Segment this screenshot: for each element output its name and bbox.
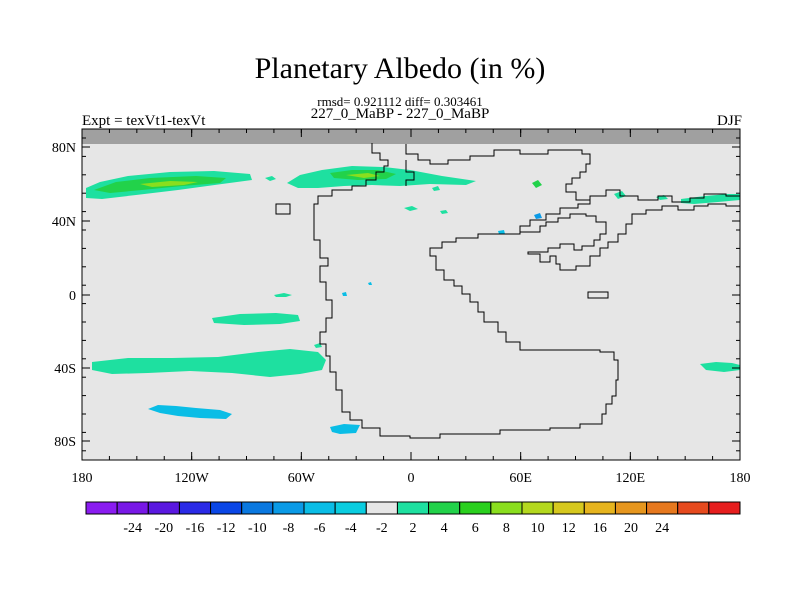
stats-text: rmsd= 0.921112 diff= 0.303461 — [317, 94, 483, 109]
lon-tick-label: 60E — [509, 471, 532, 486]
lon-tick-label: 180 — [72, 471, 93, 486]
colorbar-label: 16 — [593, 521, 607, 536]
contour-teal-southern-ocean-east — [700, 362, 740, 372]
lon-tick-label: 0 — [408, 471, 415, 486]
colorbar-label: -10 — [248, 521, 267, 536]
contour-teal-tropical-patch — [274, 293, 292, 297]
colorbar-label: -8 — [283, 521, 295, 536]
colorbar-swatch — [178, 501, 212, 515]
colorbar-label: 20 — [624, 521, 638, 536]
plot-title: Planetary Albedo (in %) — [254, 52, 546, 85]
colorbar-label: -4 — [345, 521, 357, 536]
colorbar-swatch — [677, 501, 710, 515]
colorbar-swatch — [241, 501, 274, 515]
contour-teal-small-1 — [265, 176, 276, 181]
contour-yellow-green-atlantic-core — [346, 173, 380, 178]
contour-teal-small-3 — [440, 210, 448, 214]
lat-tick-label: 0 — [69, 289, 76, 304]
contour-cyan-small-3 — [342, 292, 347, 296]
season-label: DJF — [716, 113, 742, 129]
contour-cyan-east-small — [534, 213, 542, 219]
colorbar-label: 6 — [472, 521, 479, 536]
colorbar: -24 -20 -16 -12 -10 -8 -6 -4 -2 2 4 6 8 10 12 16 20 24 — [85, 501, 741, 536]
lat-tick-label: 80S — [54, 435, 76, 450]
colorbar-swatch — [334, 501, 367, 515]
experiment-label: Expt = texVt1-texVt — [82, 113, 206, 129]
longitude-axis: 180 120W 60W 0 60E 120E 180 — [72, 129, 751, 486]
colorbar-swatch — [614, 501, 648, 515]
colorbar-label: -16 — [186, 521, 205, 536]
colorbar-label: -20 — [155, 521, 174, 536]
colorbar-swatch — [521, 501, 554, 515]
contour-teal-east-asia — [681, 194, 740, 204]
lat-tick-label: 40N — [52, 215, 76, 230]
lon-tick-label: 60W — [288, 471, 316, 486]
contour-cyan-small-4 — [368, 282, 372, 285]
continent-outline-small-box — [587, 291, 609, 299]
colorbar-label: -2 — [376, 521, 388, 536]
anomaly-contours — [86, 166, 740, 434]
lon-tick-label: 180 — [730, 471, 751, 486]
colorbar-swatch — [85, 501, 118, 515]
contour-cyan-south-atlantic — [330, 424, 360, 434]
lon-tick-label: 120E — [616, 471, 646, 486]
contour-yellow-green-pacific-core — [140, 181, 198, 187]
contour-teal-south-pacific — [212, 313, 300, 325]
colorbar-label: 4 — [441, 521, 448, 536]
contour-teal-small-7 — [432, 186, 440, 191]
colorbar-swatch — [708, 501, 741, 515]
contour-teal-southern-ocean-west — [92, 349, 326, 377]
colorbar-label: 10 — [531, 521, 545, 536]
colorbar-label: -12 — [217, 521, 236, 536]
colorbar-swatch — [459, 501, 492, 515]
colorbar-swatch — [365, 501, 398, 515]
latitude-axis: 80N 40N 0 40S 80S — [52, 137, 740, 452]
lat-tick-label: 80N — [52, 141, 76, 156]
contour-cyan-small-2 — [498, 230, 505, 234]
colorbar-label: 2 — [410, 521, 417, 536]
colorbar-label: -24 — [123, 521, 142, 536]
colorbar-swatch — [490, 501, 523, 515]
continent-outline-north — [405, 144, 591, 201]
colorbar-swatch — [147, 501, 180, 515]
continent-outline-inner-west — [275, 203, 291, 215]
colorbar-swatch — [396, 501, 430, 515]
contour-teal-small-2 — [404, 206, 418, 211]
colorbar-swatch — [552, 501, 585, 515]
colorbar-swatch — [583, 501, 616, 515]
colorbar-swatch — [303, 501, 336, 515]
colorbar-swatch — [210, 501, 243, 515]
colorbar-label: -6 — [314, 521, 326, 536]
colorbar-swatch — [272, 501, 305, 515]
colorbar-swatch — [116, 501, 149, 515]
colorbar-label: 12 — [562, 521, 576, 536]
colorbar-swatch — [646, 501, 679, 515]
colorbar-label: 8 — [503, 521, 510, 536]
plot-subtitle: 227_0_MaBP - 227_0_MaBP — [310, 106, 490, 122]
contour-green-east-patch — [532, 180, 542, 188]
continent-outlines — [275, 143, 740, 439]
contour-cyan-southern-pacific — [148, 405, 232, 419]
lon-tick-label: 120W — [175, 471, 210, 486]
colorbar-label: 24 — [655, 521, 669, 536]
map-plot-area: 80N 40N 0 40S 80S 180 120W 60W 0 60E 120E 180 — [52, 128, 751, 486]
colorbar-swatch — [428, 501, 461, 515]
continent-outline-main — [313, 143, 740, 439]
lat-tick-label: 40S — [54, 362, 76, 377]
